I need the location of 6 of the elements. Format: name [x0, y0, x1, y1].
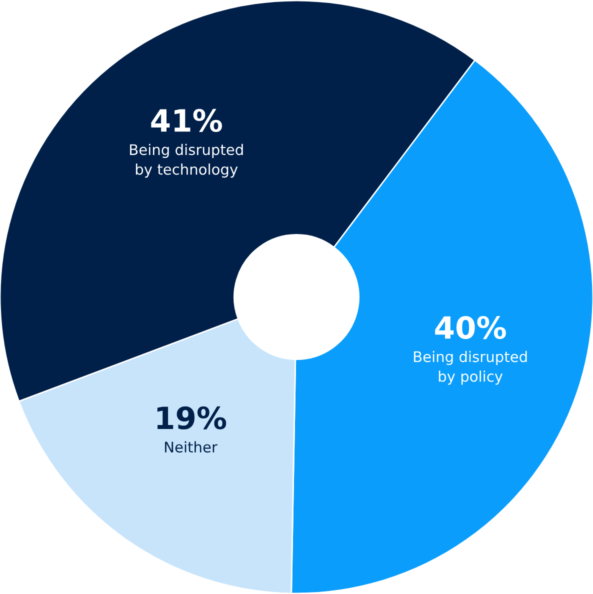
- slice-label: Being disrupted by technology: [130, 144, 243, 178]
- slice-label: Being disrupted by policy: [414, 350, 527, 385]
- data-label: 19%: [157, 406, 226, 430]
- data-label: 41%: [151, 108, 222, 132]
- slice-label: Neither: [165, 441, 218, 453]
- data-label: 40%: [435, 316, 506, 340]
